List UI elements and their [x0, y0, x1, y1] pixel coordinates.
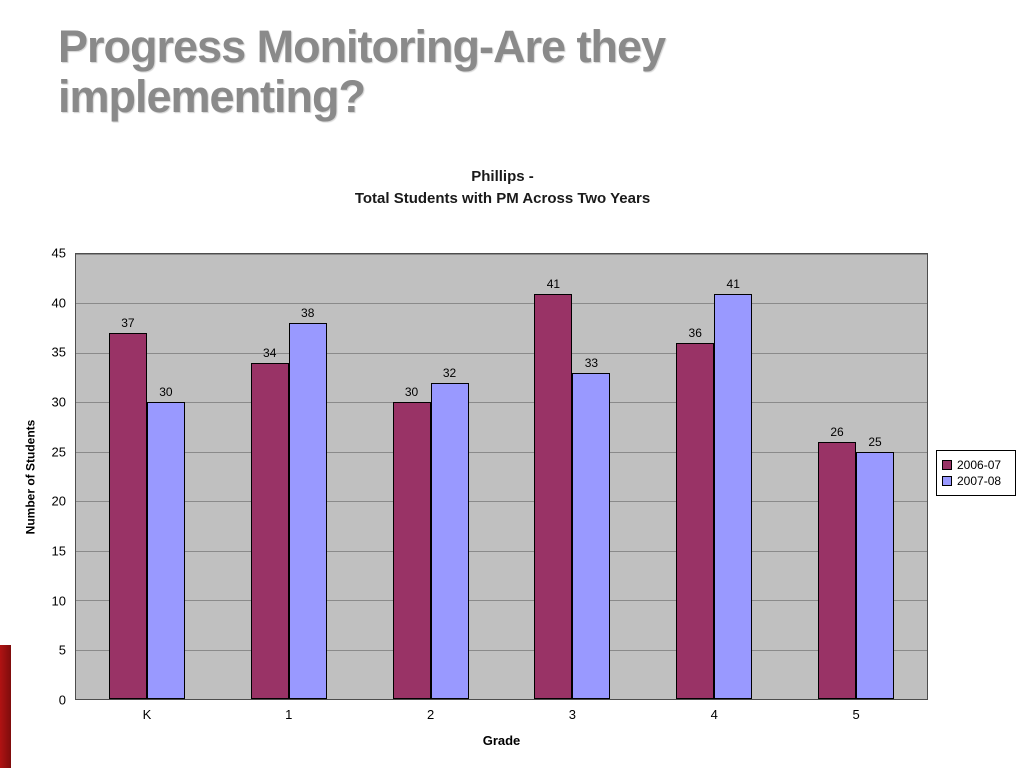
bar-value-label: 30: [404, 385, 419, 400]
bar-2007-08-grade-4: 41: [714, 277, 753, 699]
accent-bar: [0, 645, 11, 768]
bar-2007-08-grade-3: 33: [572, 356, 611, 699]
x-tick-label: 3: [568, 707, 577, 722]
y-tick-label: 0: [58, 692, 66, 708]
y-tick-label: 15: [51, 543, 66, 559]
chart-title: Phillips - Total Students with PM Across…: [75, 166, 930, 210]
legend-label: 2007-08: [957, 474, 1002, 488]
y-tick-label: 25: [51, 444, 66, 460]
y-tick-label: 5: [58, 642, 66, 658]
gridline: [76, 649, 927, 651]
bar-value-label: 41: [726, 276, 740, 291]
bar-group-grade-5: 26 25 5: [785, 254, 927, 722]
y-axis: 0 5 10 15 20 25 30 35 40 45: [36, 246, 70, 708]
bar-value-label: 37: [121, 316, 135, 331]
bar-group-grade-1: 34 38 1: [218, 254, 360, 722]
bar-2006-07-grade-2: 30: [392, 385, 431, 699]
bar-value-label: 26: [830, 424, 844, 439]
gridline: [76, 550, 927, 552]
legend-swatch: [942, 460, 952, 470]
bar-value-label: 33: [584, 355, 599, 370]
y-tick-label: 40: [51, 295, 66, 311]
page-title: Progress Monitoring-Are they implementin…: [58, 21, 666, 123]
y-tick-label: 30: [51, 394, 66, 410]
gridline: [76, 303, 927, 305]
gridline: [76, 402, 927, 404]
bar-2006-07-grade-5: 26: [818, 425, 857, 699]
gridline: [76, 352, 927, 354]
chart-title-line2: Total Students with PM Across Two Years: [354, 189, 651, 207]
bar-2007-08-grade-K: 30: [146, 385, 185, 699]
bar-group-grade-3: 41 33 3: [502, 254, 644, 722]
x-tick-label: K: [142, 707, 152, 722]
bar-group-grade-2: 30 32 2: [360, 254, 502, 722]
bar-value-label: 38: [301, 306, 315, 321]
plot-area: 37 30 K 34 38 1 30 32 2 41 33 3 36 41 4 26 25 5: [75, 253, 928, 722]
legend-entry: 2007-08: [942, 474, 1010, 488]
bar-2007-08-grade-1: 38: [288, 306, 327, 699]
bar-2006-07-grade-3: 41: [534, 277, 573, 699]
gridline: [76, 451, 927, 453]
x-tick-label: 2: [426, 707, 435, 722]
x-axis-title: Grade: [482, 733, 521, 748]
gridline: [76, 254, 927, 255]
bar-2006-07-grade-K: 37: [108, 316, 147, 699]
bar-value-label: 30: [159, 385, 173, 400]
legend-entry: 2006-07: [942, 458, 1010, 472]
bar-2006-07-grade-4: 36: [676, 326, 715, 699]
y-tick-label: 35: [51, 344, 66, 360]
chart-title-line1: Phillips -: [471, 168, 534, 185]
bar-value-label: 36: [688, 326, 702, 340]
bar-value-label: 32: [442, 365, 457, 380]
bar-2007-08-grade-5: 25: [856, 435, 895, 699]
bar-value-label: 41: [546, 276, 561, 291]
y-tick-label: 45: [51, 245, 66, 261]
bar-group-grade-4: 36 41 4: [643, 254, 785, 722]
y-tick-label: 10: [51, 593, 66, 609]
legend-label: 2006-07: [957, 458, 1002, 472]
legend-swatch: [942, 476, 952, 486]
x-tick-label: 1: [285, 707, 293, 722]
x-tick-label: 4: [710, 707, 718, 722]
bar-2006-07-grade-1: 34: [250, 346, 289, 699]
bar-value-label: 25: [868, 434, 882, 449]
y-tick-label: 20: [51, 493, 66, 509]
bar-2007-08-grade-2: 32: [430, 366, 469, 699]
bar-value-label: 34: [263, 345, 277, 360]
legend: 2006-07 2007-08: [936, 450, 1016, 496]
gridline: [76, 600, 927, 602]
x-tick-label: 5: [852, 707, 860, 722]
gridline: [76, 501, 927, 503]
bar-group-grade-K: 37 30 K: [76, 254, 218, 722]
